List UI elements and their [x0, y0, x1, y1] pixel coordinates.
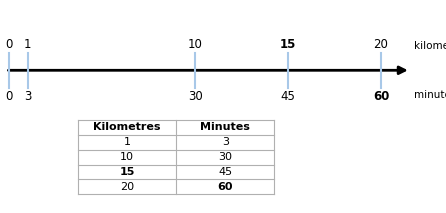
Text: 0: 0 [6, 38, 13, 51]
Text: 1: 1 [124, 137, 131, 147]
Text: 10: 10 [120, 152, 134, 162]
Text: 10: 10 [188, 38, 202, 51]
Text: 20: 20 [120, 182, 134, 192]
Text: minutes: minutes [414, 90, 446, 100]
Text: Kilometres: Kilometres [93, 122, 161, 132]
Text: 0: 0 [6, 90, 13, 103]
Text: 45: 45 [281, 90, 296, 103]
Text: 45: 45 [218, 167, 232, 177]
Text: 3: 3 [24, 90, 32, 103]
Text: 15: 15 [120, 167, 135, 177]
Text: 15: 15 [280, 38, 296, 51]
Text: 60: 60 [373, 90, 389, 103]
Text: 30: 30 [188, 90, 202, 103]
Text: 30: 30 [218, 152, 232, 162]
Text: 1: 1 [24, 38, 32, 51]
Text: 3: 3 [222, 137, 229, 147]
Text: kilometres: kilometres [414, 41, 446, 51]
Text: 20: 20 [373, 38, 388, 51]
Text: 60: 60 [218, 182, 233, 192]
Text: Minutes: Minutes [200, 122, 250, 132]
